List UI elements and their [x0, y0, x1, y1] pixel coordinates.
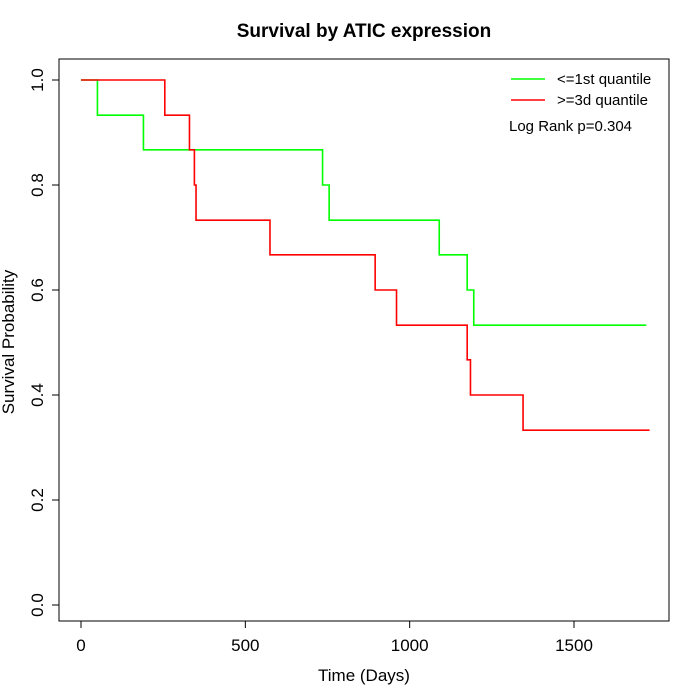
- x-axis: 0 500 1000 1500: [76, 620, 593, 655]
- y-tick-label: 0.4: [28, 383, 47, 407]
- plot-frame: [58, 58, 670, 622]
- legend-label: <=1st quantile: [557, 71, 651, 88]
- chart-title: Survival by ATIC expression: [237, 21, 491, 42]
- y-axis-label: Survival Probability: [0, 269, 18, 414]
- y-tick-label: 0.8: [28, 173, 47, 197]
- y-tick-label: 0.6: [28, 278, 47, 302]
- log-rank-annotation: Log Rank p=0.304: [509, 118, 632, 135]
- x-tick-label: 1500: [555, 636, 593, 655]
- x-tick-label: 1000: [391, 636, 429, 655]
- y-tick-label: 0.0: [28, 593, 47, 617]
- y-tick-label: 0.2: [28, 488, 47, 512]
- series-line-1: [81, 79, 647, 326]
- x-tick-label: 500: [231, 636, 259, 655]
- legend-label: >=3d quantile: [557, 92, 648, 109]
- legend: <=1st quantile >=3d quantile: [511, 71, 651, 109]
- y-tick-label: 1.0: [28, 68, 47, 92]
- series-layer: [81, 79, 650, 431]
- y-axis: 0.0 0.2 0.4 0.6 0.8 1.0: [28, 68, 60, 617]
- x-axis-label: Time (Days): [318, 666, 410, 685]
- series-line-2: [81, 79, 650, 431]
- x-tick-label: 0: [76, 636, 85, 655]
